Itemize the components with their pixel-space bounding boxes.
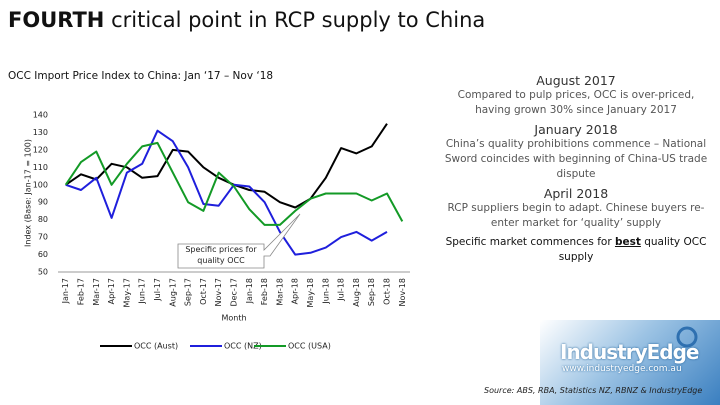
logo-mark [676, 326, 698, 348]
x-tick-label: Mar-18 [275, 278, 284, 306]
x-tick-label: Jul-18 [337, 278, 346, 302]
source: Source: ABS, RBA, Statistics NZ, RBNZ & … [484, 386, 703, 395]
x-tick-label: Sep-17 [184, 278, 193, 306]
x-tick-label: Jul-17 [153, 278, 162, 302]
note-text: RCP suppliers begin to adapt. Chinese bu… [447, 202, 705, 229]
y-tick-label: 90 [38, 198, 48, 207]
final-note-part: best [614, 236, 641, 248]
x-tick-label: Nov-18 [398, 278, 407, 306]
logo-background [540, 320, 720, 405]
logo: IndustryEdge [560, 340, 699, 364]
annotation-callout [177, 213, 301, 269]
y-tick-label: 130 [33, 128, 48, 137]
x-tick-label: Aug-17 [168, 278, 177, 307]
y-tick-label: 50 [38, 268, 48, 277]
slide-title: FOURTH critical point in RCP supply to C… [8, 8, 486, 32]
series-line [65, 129, 388, 256]
x-tick-label: Feb-17 [76, 278, 85, 305]
x-tick-label: May-17 [122, 278, 131, 307]
legend-label: OCC (USA) [288, 342, 331, 351]
annotation: Specific prices for quality OCC [185, 245, 257, 265]
x-tick-label: Oct-17 [199, 278, 208, 305]
note-heading: August 2017 [536, 73, 616, 88]
x-tick-label: Jan-18 [245, 278, 254, 304]
x-tick-label: Apr-17 [107, 278, 116, 304]
series-line [65, 123, 388, 209]
x-tick-label: Nov-17 [214, 278, 223, 306]
x-tick-label: Jun-18 [321, 278, 330, 305]
y-tick-label: 110 [33, 163, 48, 172]
note-text: China’s quality prohibitions commence – … [444, 138, 708, 180]
final-note: Specific market commences for best quali… [440, 235, 712, 265]
notes-panel: August 2017 Compared to pulp prices, OCC … [440, 70, 712, 265]
y-tick-label: 60 [38, 250, 48, 259]
x-tick-label: Dec-17 [230, 278, 239, 307]
x-tick-label: Sep-18 [367, 278, 376, 306]
y-tick-label: 80 [38, 215, 48, 224]
logo-url: www.industryedge.com.au [562, 364, 682, 374]
note-text: Compared to pulp prices, OCC is over-pri… [457, 89, 695, 116]
chart-title: OCC Import Price Index to China: Jan ‘17… [8, 70, 274, 82]
x-tick-label: May-18 [306, 278, 315, 307]
final-note-part: quality OCC supply [558, 236, 707, 263]
note-heading: April 2018 [543, 186, 609, 201]
y-tick-label: 100 [33, 180, 48, 189]
x-tick-label: Apr-18 [291, 278, 300, 304]
x-tick-label: Jan-17 [61, 278, 70, 304]
series-line [64, 141, 404, 226]
x-tick-label: Feb-18 [260, 278, 269, 305]
note-heading: January 2018 [534, 122, 618, 137]
x-tick-label: Aug-18 [352, 278, 361, 307]
y-axis-label: Index (Base: Jan-17 = 100) [24, 139, 33, 247]
legend-label: OCC (Aust) [134, 342, 178, 351]
y-tick-label: 140 [33, 111, 48, 120]
x-tick-label: Jun-17 [138, 278, 147, 305]
x-axis-label: Month [221, 314, 246, 323]
y-tick-label: 70 [38, 233, 48, 242]
x-tick-label: Oct-18 [383, 278, 392, 305]
y-tick-label: 120 [33, 145, 48, 154]
final-note-part: Specific market commences for [445, 236, 615, 248]
legend-label: OCC (NZ) [224, 342, 262, 351]
x-tick-label: Mar-17 [92, 278, 101, 306]
